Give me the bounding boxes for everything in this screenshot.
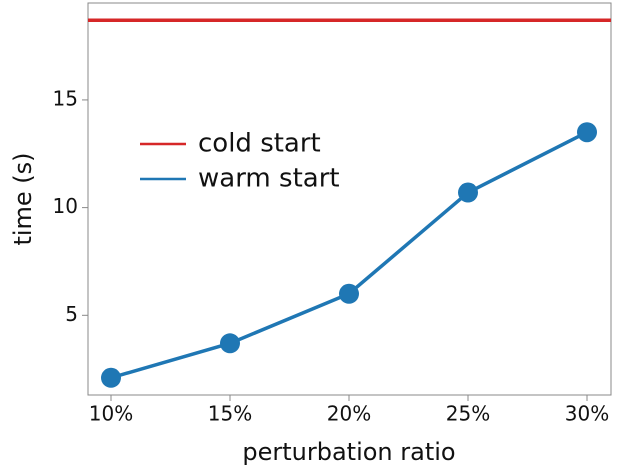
data-point [577, 122, 597, 143]
plot-frame [87, 2, 612, 396]
y-axis-label: time (s) [9, 152, 37, 245]
y-tick-label: 5 [65, 302, 78, 326]
x-tick-label: 30% [565, 402, 609, 426]
data-point [101, 367, 121, 388]
data-point [220, 333, 240, 354]
x-tick-label: 25% [446, 402, 490, 426]
y-tick-label: 15 [53, 86, 78, 110]
x-tick-label: 20% [327, 402, 371, 426]
y-tick-label: 10 [53, 194, 78, 218]
legend-label: cold start [198, 129, 321, 159]
data-point [339, 283, 359, 304]
series-line [110, 130, 588, 380]
x-tick-label: 10% [89, 402, 133, 426]
data-point [458, 182, 478, 203]
x-tick-label: 15% [208, 402, 252, 426]
x-axis-label: perturbation ratio [242, 438, 455, 466]
legend-label: warm start [198, 164, 340, 194]
